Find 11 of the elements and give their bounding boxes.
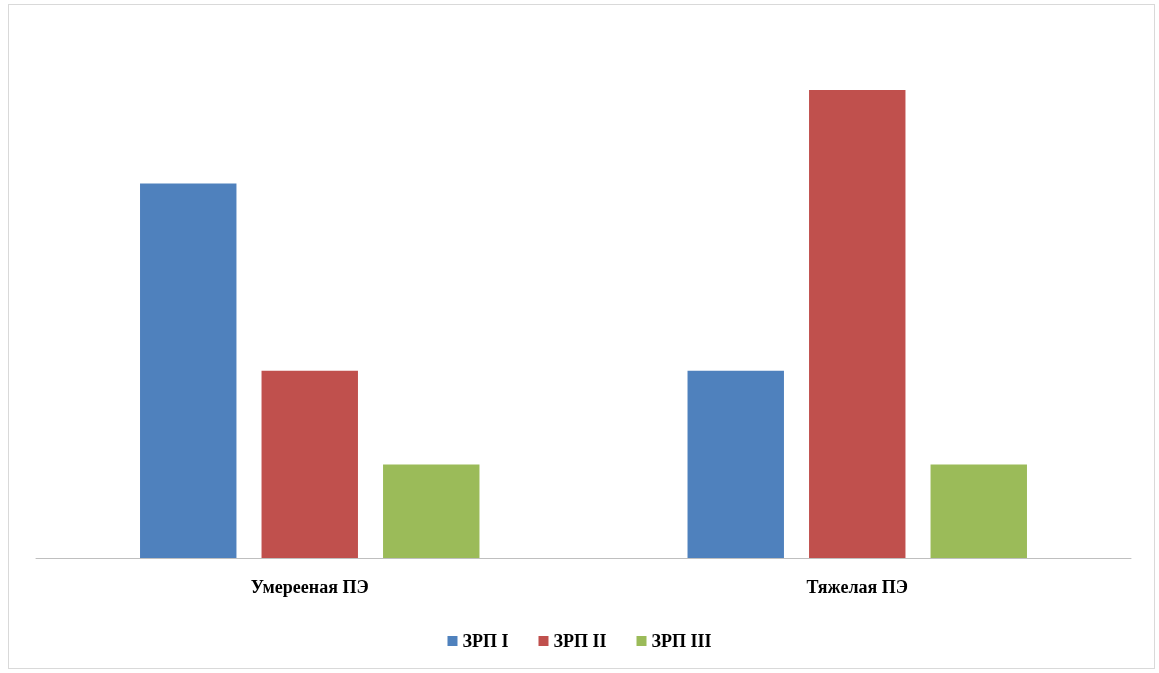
- bar: [809, 90, 906, 558]
- x-tick-label: Умерееная ПЭ: [250, 577, 369, 597]
- bar: [261, 370, 358, 558]
- bar: [383, 464, 480, 558]
- x-tick-label: Тяжелая ПЭ: [806, 577, 908, 597]
- bar: [930, 464, 1027, 558]
- bar: [140, 183, 237, 558]
- legend-label: ЗРП I: [462, 631, 509, 651]
- legend-label: ЗРП II: [553, 631, 607, 651]
- legend-label: ЗРП III: [651, 631, 712, 651]
- bar: [687, 370, 784, 558]
